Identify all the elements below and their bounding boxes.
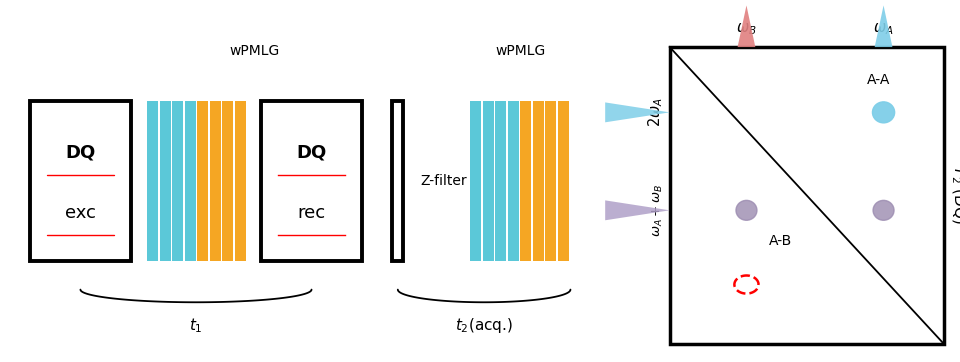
Text: Z-filter: Z-filter xyxy=(420,174,467,188)
Bar xyxy=(670,47,944,344)
Bar xyxy=(393,101,403,261)
Bar xyxy=(198,101,208,261)
Ellipse shape xyxy=(873,102,895,123)
Polygon shape xyxy=(605,201,670,220)
Bar xyxy=(172,101,183,261)
Polygon shape xyxy=(605,102,670,122)
Ellipse shape xyxy=(736,201,756,220)
Text: wPMLG: wPMLG xyxy=(495,44,545,58)
Text: DQ: DQ xyxy=(297,143,326,161)
Polygon shape xyxy=(737,5,756,47)
Text: $\omega_A$: $\omega_A$ xyxy=(874,21,894,37)
Bar xyxy=(147,101,158,261)
Bar xyxy=(159,101,171,261)
Bar xyxy=(533,101,544,261)
Bar xyxy=(210,101,221,261)
Text: $F_2$ (DQ): $F_2$ (DQ) xyxy=(948,167,960,224)
Ellipse shape xyxy=(873,201,894,220)
Text: exc: exc xyxy=(65,204,96,222)
Bar xyxy=(495,101,506,261)
Text: A-B: A-B xyxy=(769,234,792,248)
Text: $\omega_B$: $\omega_B$ xyxy=(736,21,756,37)
Text: A-A: A-A xyxy=(867,73,891,87)
Bar xyxy=(508,101,518,261)
Text: DQ: DQ xyxy=(65,143,96,161)
Text: wPMLG: wPMLG xyxy=(229,44,279,58)
Bar xyxy=(185,101,196,261)
Bar xyxy=(31,101,131,261)
Bar xyxy=(545,101,557,261)
Bar xyxy=(483,101,493,261)
Bar xyxy=(223,101,233,261)
Bar xyxy=(558,101,569,261)
Bar xyxy=(520,101,531,261)
Text: $\omega_A+\omega_B$: $\omega_A+\omega_B$ xyxy=(651,184,665,237)
Bar xyxy=(235,101,246,261)
Text: $t_1$: $t_1$ xyxy=(189,316,203,335)
Polygon shape xyxy=(875,5,893,47)
Bar xyxy=(470,101,481,261)
Text: $t_2$(acq.): $t_2$(acq.) xyxy=(455,316,514,335)
Text: $2\omega_A$: $2\omega_A$ xyxy=(646,97,665,127)
Text: rec: rec xyxy=(298,204,325,222)
Bar xyxy=(261,101,362,261)
